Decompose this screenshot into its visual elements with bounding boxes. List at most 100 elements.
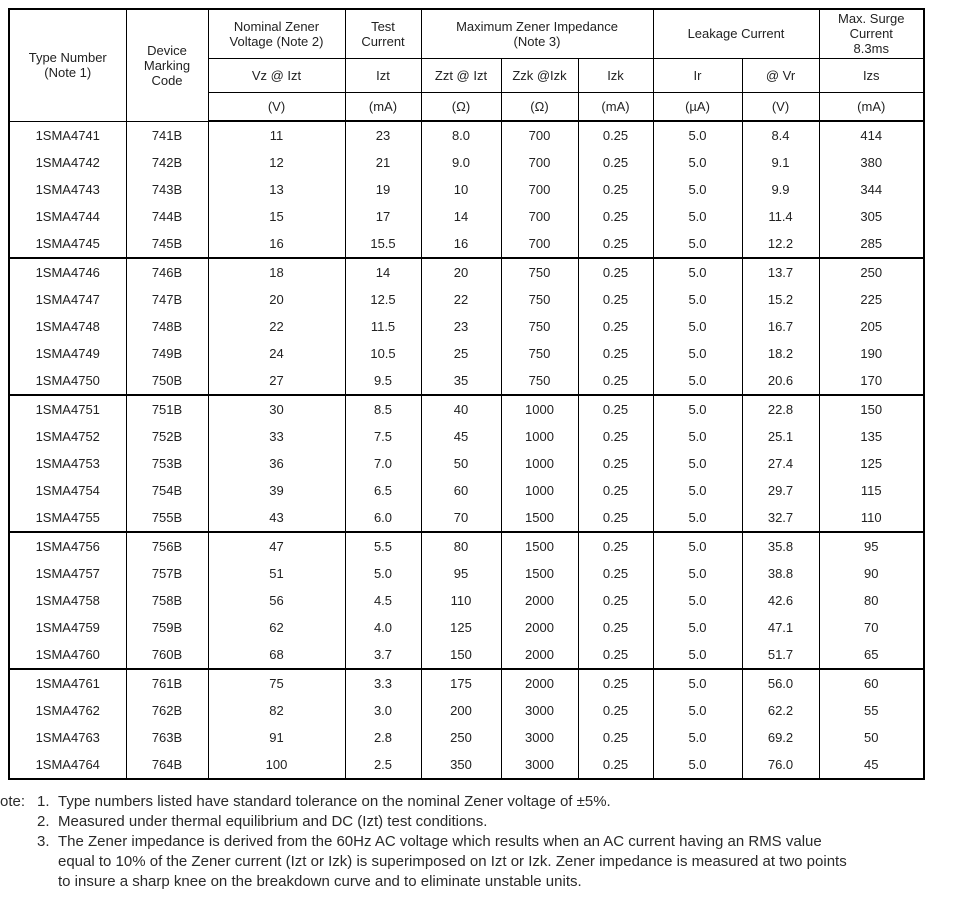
table-cell: 91 — [207, 724, 346, 751]
table-cell: 0.25 — [577, 751, 654, 779]
unit-vz: (V) — [207, 91, 346, 122]
table-row: 1SMA4764 764B 100 2.5 350 3000 0.25 5.0 76.0 45 — [8, 751, 925, 779]
symbol-zzk: Zzk @Izk — [500, 57, 579, 93]
note-text: Type numbers listed have standard tolera… — [58, 793, 611, 810]
table-cell: 20 — [207, 286, 346, 313]
table-cell: 0.25 — [577, 668, 654, 697]
table-cell: 750 — [500, 340, 579, 367]
table-cell: 250 — [420, 724, 502, 751]
table-cell: 35.8 — [741, 531, 820, 560]
table-cell: 1SMA4753 — [8, 450, 127, 477]
note-number: 1. — [37, 793, 50, 810]
table-cell: 5.0 — [652, 149, 743, 176]
table-cell: 3.3 — [344, 668, 422, 697]
table-row: 1SMA4749 749B 24 10.5 25 750 0.25 5.0 18.2 190 — [8, 340, 925, 367]
table-row: 1SMA4754 754B 39 6.5 60 1000 0.25 5.0 29.7 115 — [8, 477, 925, 504]
table-cell: 12 — [207, 149, 346, 176]
table-cell: 40 — [420, 394, 502, 423]
table-cell: 5.0 — [652, 394, 743, 423]
table-cell: 82 — [207, 697, 346, 724]
table-cell: 125 — [420, 614, 502, 641]
table-row: 1SMA4753 753B 36 7.0 50 1000 0.25 5.0 27.4 125 — [8, 450, 925, 477]
header-symbol-row: Vz @ Izt Izt Zzt @ Izt Zzk @Izk Izk Ir @… — [9, 57, 925, 93]
table-cell: 27 — [207, 367, 346, 395]
table-cell: 763B — [125, 724, 209, 751]
table-cell: 0.25 — [577, 149, 654, 176]
header-group-row: Type Number (Note 1) Device Marking Code… — [8, 8, 925, 122]
table-cell: 5.0 — [652, 286, 743, 313]
table-cell: 11.5 — [344, 313, 422, 340]
table-cell: 0.25 — [577, 394, 654, 423]
table-cell: 5.0 — [652, 560, 743, 587]
table-cell: 757B — [125, 560, 209, 587]
table-cell: 5.0 — [652, 614, 743, 641]
table-cell: 3.0 — [344, 697, 422, 724]
table-cell: 2.5 — [344, 751, 422, 779]
table-cell: 742B — [125, 149, 209, 176]
table-row: 1SMA4744 744B 15 17 14 700 0.25 5.0 11.4 305 — [8, 203, 925, 230]
table-cell: 758B — [125, 587, 209, 614]
note-text: Measured under thermal equilibrium and D… — [58, 813, 488, 830]
table-cell: 62 — [207, 614, 346, 641]
table-cell: 0.25 — [577, 313, 654, 340]
table-cell: 8.5 — [344, 394, 422, 423]
table-cell: 4.0 — [344, 614, 422, 641]
table-cell: 0.25 — [577, 423, 654, 450]
header-unit-row: (V) (mA) (Ω) (Ω) (mA) (µA) (V) (mA) — [9, 91, 925, 122]
table-cell: 19 — [344, 176, 422, 203]
table-cell: 3000 — [500, 697, 579, 724]
symbol-vz: Vz @ Izt — [207, 57, 346, 93]
note-item: 2. Measured under thermal equilibrium an… — [0, 812, 956, 832]
table-cell: 24 — [207, 340, 346, 367]
unit-izs: (mA) — [818, 91, 925, 122]
table-cell: 756B — [125, 531, 209, 560]
table-cell: 5.0 — [652, 121, 743, 149]
table-cell: 6.0 — [344, 504, 422, 532]
table-cell: 1SMA4748 — [8, 313, 127, 340]
note-number: 2. — [37, 813, 50, 830]
table-cell: 764B — [125, 751, 209, 779]
table-cell: 125 — [818, 450, 925, 477]
table-cell: 17 — [344, 203, 422, 230]
table-cell: 700 — [500, 149, 579, 176]
table-cell: 9.1 — [741, 149, 820, 176]
table-cell: 0.25 — [577, 230, 654, 258]
table-cell: 16 — [207, 230, 346, 258]
table-cell: 5.0 — [652, 587, 743, 614]
table-cell: 1SMA4755 — [8, 504, 127, 532]
table-row: 1SMA4747 747B 20 12.5 22 750 0.25 5.0 15.2 225 — [8, 286, 925, 313]
table-cell: 1SMA4742 — [8, 149, 127, 176]
table-cell: 56.0 — [741, 668, 820, 697]
table-cell: 11.4 — [741, 203, 820, 230]
table-cell: 5.0 — [652, 313, 743, 340]
table-cell: 12.2 — [741, 230, 820, 258]
table-cell: 9.0 — [420, 149, 502, 176]
table-row: 1SMA4750 750B 27 9.5 35 750 0.25 5.0 20.6 170 — [8, 367, 925, 395]
table-cell: 27.4 — [741, 450, 820, 477]
table-cell: 0.25 — [577, 641, 654, 669]
table-cell: 25 — [420, 340, 502, 367]
table-cell: 305 — [818, 203, 925, 230]
table-cell: 745B — [125, 230, 209, 258]
table-cell: 51.7 — [741, 641, 820, 669]
table-cell: 1SMA4750 — [8, 367, 127, 395]
table-cell: 5.0 — [652, 724, 743, 751]
table-cell: 5.5 — [344, 531, 422, 560]
note-label: ote: — [0, 793, 26, 810]
table-cell: 1SMA4749 — [8, 340, 127, 367]
table-cell: 20.6 — [741, 367, 820, 395]
table-row: 1SMA4751 751B 30 8.5 40 1000 0.25 5.0 22.8 150 — [8, 394, 925, 423]
table-cell: 1500 — [500, 504, 579, 532]
table-row: 1SMA4742 742B 12 21 9.0 700 0.25 5.0 9.1 380 — [8, 149, 925, 176]
table-row: 1SMA4752 752B 33 7.5 45 1000 0.25 5.0 25.1 135 — [8, 423, 925, 450]
table-cell: 1SMA4758 — [8, 587, 127, 614]
table-row: 1SMA4757 757B 51 5.0 95 1500 0.25 5.0 38.8 90 — [8, 560, 925, 587]
table-cell: 1500 — [500, 560, 579, 587]
table-cell: 7.5 — [344, 423, 422, 450]
table-cell: 70 — [420, 504, 502, 532]
table-cell: 747B — [125, 286, 209, 313]
table-cell: 748B — [125, 313, 209, 340]
table-cell: 15 — [207, 203, 346, 230]
table-cell: 39 — [207, 477, 346, 504]
header-test-current: Test Current — [344, 8, 422, 59]
